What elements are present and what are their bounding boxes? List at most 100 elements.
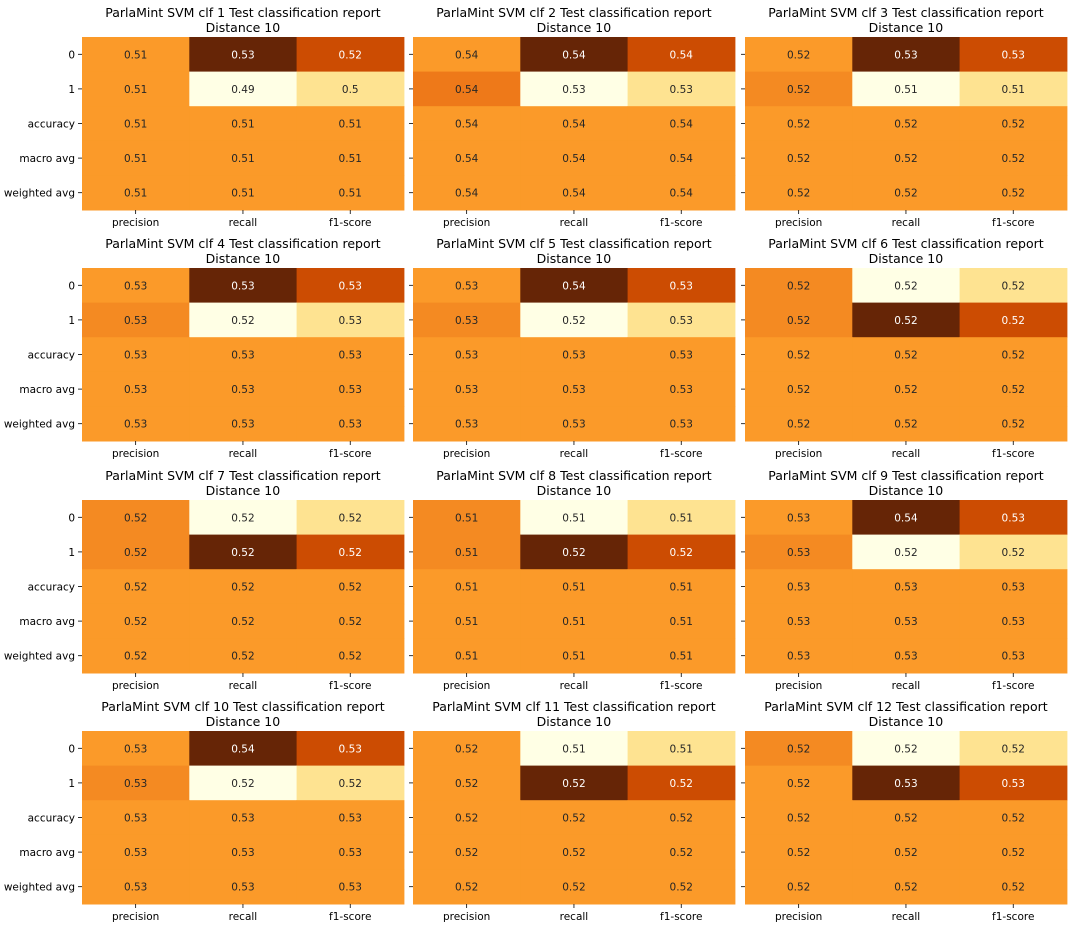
heatmap-cell [82,638,190,674]
heatmap-cell [189,268,298,304]
cell-value-label: 0.54 [455,188,479,200]
heatmap-cell [189,869,298,905]
heatmap-cell [627,569,736,605]
panel-subtitle: Distance 10 [869,483,944,498]
cell-value-label: 0.52 [455,743,478,755]
panel-title: ParlaMint SVM clf 5 Test classification … [436,236,712,251]
cell-value-label: 0.52 [455,882,478,894]
cell-value-label: 0.51 [670,743,693,755]
panel-subtitle: Distance 10 [537,20,612,35]
heatmap-cell [82,869,190,905]
heatmap-cell [852,569,961,605]
cell-value-label: 0.51 [339,119,362,131]
heatmap-cell [745,765,853,801]
cell-value-label: 0.52 [670,847,693,859]
cell-value-label: 0.53 [1002,512,1025,524]
x-tick-label: f1-score [329,217,371,229]
heatmap-cell [959,37,1068,73]
heatmap-cell [82,268,190,304]
cell-value-label: 0.52 [1002,813,1025,825]
cell-value-label: 0.51 [231,188,254,200]
heatmap-cell [296,406,405,442]
panel-title: ParlaMint SVM clf 8 Test classification … [436,468,712,483]
cell-value-label: 0.53 [124,419,147,431]
cell-value-label: 0.54 [894,512,918,524]
heatmap-cell [520,71,629,107]
heatmap-cell [82,371,190,407]
heatmap-cell [413,765,521,801]
heatmap-cell [627,175,736,211]
cell-value-label: 0.53 [124,743,147,755]
panel-subtitle: Distance 10 [206,483,281,498]
cell-value-label: 0.54 [562,153,586,165]
panel-subtitle: Distance 10 [869,20,944,35]
x-tick-label: f1-score [329,680,371,692]
cell-value-label: 0.52 [1002,384,1025,396]
heatmap-cell [959,140,1068,176]
x-tick-label: f1-score [329,448,371,460]
cell-value-label: 0.53 [339,315,362,327]
panel-title: ParlaMint SVM clf 3 Test classification … [768,5,1044,20]
cell-value-label: 0.51 [455,547,478,559]
cell-value-label: 0.52 [231,616,254,628]
panel-title: ParlaMint SVM clf 2 Test classification … [436,5,712,20]
heatmap-cell [82,500,190,536]
cell-value-label: 0.52 [1002,153,1025,165]
x-tick-label: precision [775,217,822,229]
x-tick-label: precision [112,217,159,229]
heatmap-cell [627,268,736,304]
heatmap-cell [852,834,961,870]
panel-subtitle: Distance 10 [537,714,612,729]
cell-value-label: 0.53 [670,419,693,431]
panel-title: ParlaMint SVM clf 1 Test classification … [105,5,381,20]
heatmap-cell [413,71,521,107]
heatmap-cell [852,268,961,304]
heatmap-cell [745,106,853,142]
cell-value-label: 0.54 [231,743,255,755]
cell-value-label: 0.53 [562,84,585,96]
cell-value-label: 0.52 [787,119,810,131]
cell-value-label: 0.52 [787,778,810,790]
y-tick-label: 1 [68,84,75,96]
heatmap-cell [627,371,736,407]
cell-value-label: 0.52 [1002,350,1025,362]
cell-value-label: 0.53 [670,384,693,396]
cell-value-label: 0.53 [231,49,254,61]
cell-value-label: 0.51 [894,84,917,96]
cell-value-label: 0.52 [894,847,917,859]
cell-value-label: 0.53 [339,419,362,431]
x-tick-label: f1-score [660,911,702,923]
cell-value-label: 0.53 [124,315,147,327]
cell-value-label: 0.53 [339,882,362,894]
heatmap-cell [520,834,629,870]
cell-value-label: 0.53 [231,419,254,431]
cell-value-label: 0.52 [1002,315,1025,327]
cell-value-label: 0.54 [455,84,479,96]
cell-value-label: 0.52 [455,813,478,825]
heatmap-cell [745,800,853,836]
cell-value-label: 0.49 [231,84,254,96]
cell-value-label: 0.52 [1002,119,1025,131]
heatmap-cell [959,71,1068,107]
heatmap-cell [189,800,298,836]
heatmap-cell [627,731,736,767]
cell-value-label: 0.52 [670,778,693,790]
heatmap-cell [745,603,853,639]
cell-value-label: 0.51 [562,512,585,524]
heatmap-cell [745,834,853,870]
x-tick-label: recall [229,680,258,692]
heatmap-cell [627,869,736,905]
heatmap-cell [413,37,521,73]
x-tick-label: precision [775,448,822,460]
cell-value-label: 0.52 [1002,847,1025,859]
cell-value-label: 0.53 [231,350,254,362]
heatmap-cell [296,869,405,905]
cell-value-label: 0.53 [894,616,917,628]
heatmap-cell [82,569,190,605]
x-tick-label: precision [443,680,490,692]
heatmap-cell [745,534,853,570]
heatmap-cell [413,406,521,442]
heatmap-cell [520,603,629,639]
heatmap-cell [627,140,736,176]
panel-subtitle: Distance 10 [206,251,281,266]
